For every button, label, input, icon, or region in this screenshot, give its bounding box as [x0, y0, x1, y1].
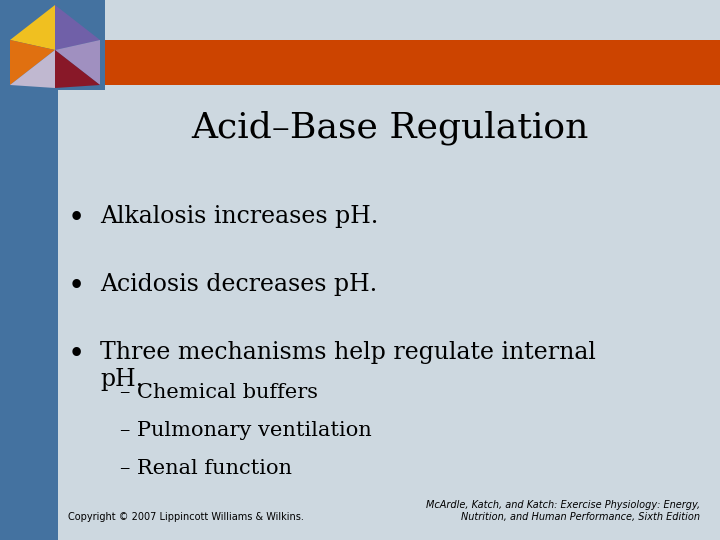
Bar: [0, 40, 720, 85]
Polygon shape: [10, 40, 55, 85]
Text: Alkalosis increases pH.: Alkalosis increases pH.: [100, 205, 379, 228]
Text: Three mechanisms help regulate internal
pH.: Three mechanisms help regulate internal …: [100, 341, 596, 390]
Text: – Pulmonary ventilation: – Pulmonary ventilation: [120, 421, 372, 440]
Text: – Renal function: – Renal function: [120, 459, 292, 478]
Text: Copyright © 2007 Lippincott Williams & Wilkins.: Copyright © 2007 Lippincott Williams & W…: [68, 512, 304, 522]
Bar: [0, 0, 105, 90]
Text: Acid–Base Regulation: Acid–Base Regulation: [192, 111, 589, 145]
Bar: [0, 0, 58, 540]
Text: – Chemical buffers: – Chemical buffers: [120, 383, 318, 402]
Polygon shape: [10, 5, 55, 50]
Polygon shape: [55, 5, 100, 50]
Polygon shape: [55, 50, 100, 88]
Text: •: •: [68, 205, 85, 233]
Polygon shape: [55, 40, 100, 85]
Text: Acidosis decreases pH.: Acidosis decreases pH.: [100, 273, 377, 296]
Text: •: •: [68, 273, 85, 301]
Text: •: •: [68, 341, 85, 369]
Polygon shape: [10, 50, 55, 88]
Text: McArdle, Katch, and Katch: Exercise Physiology: Energy,
Nutrition, and Human Per: McArdle, Katch, and Katch: Exercise Phys…: [426, 501, 700, 522]
